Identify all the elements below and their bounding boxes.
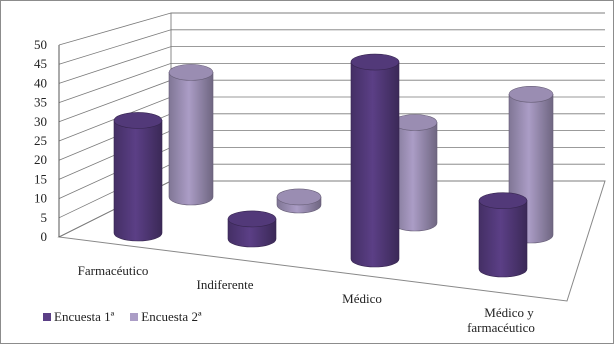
y-tick-label: 45	[34, 56, 47, 71]
legend-item-series-2: Encuesta 2ª	[130, 309, 202, 325]
y-tick-label: 10	[34, 191, 47, 206]
bar-top	[227, 210, 277, 228]
y-axis: 0 5 10 15 20 25 30 35 40 45 50	[34, 37, 60, 244]
bar-2-2	[276, 188, 322, 214]
chart-legend: Encuesta 1ª Encuesta 2ª	[43, 309, 202, 325]
y-tick-label: 25	[34, 133, 47, 148]
x-category-label: Indiferente	[196, 277, 253, 292]
bar-top	[168, 64, 214, 81]
y-tick-label: 20	[34, 152, 47, 167]
y-tick-label: 50	[34, 37, 47, 52]
bar-2-1	[168, 64, 214, 206]
legend-label-series-2: Encuesta 2ª	[141, 309, 202, 324]
gridline	[58, 63, 605, 103]
bar-top	[478, 192, 528, 209]
x-category-label: Médico	[342, 291, 382, 306]
y-tick-label: 35	[34, 95, 47, 110]
bar-1-4	[478, 192, 528, 278]
legend-swatch-series-1	[43, 313, 51, 321]
gridline	[58, 29, 605, 65]
bar-top	[392, 114, 438, 131]
bar-body	[168, 72, 214, 206]
bar-top	[350, 53, 400, 71]
x-axis: Farmacéutico Indiferente Médico Médico yfar…	[78, 263, 535, 335]
bar-1-2	[227, 210, 277, 248]
y-tick-label: 30	[34, 114, 47, 129]
y-tick-label: 0	[41, 229, 48, 244]
y-tick-label: 40	[34, 75, 47, 90]
x-category-label: Farmacéutico	[78, 263, 149, 278]
bar-body	[113, 120, 163, 242]
bar-2-3	[392, 114, 438, 232]
chart-bars	[113, 53, 554, 278]
bar-1-3	[350, 53, 400, 268]
legend-label-series-1: Encuesta 1ª	[54, 309, 115, 324]
bar-1-1	[113, 112, 163, 242]
legend-item-series-1: Encuesta 1ª	[43, 309, 114, 325]
gridline	[58, 46, 605, 84]
bar-top	[113, 112, 163, 129]
legend-swatch-series-2	[130, 313, 139, 321]
bar-top	[276, 188, 322, 206]
y-tick-label: 15	[34, 171, 47, 186]
bar-top	[508, 86, 554, 103]
bar-body	[392, 122, 438, 232]
bar-body	[478, 200, 528, 278]
x-category-label: Médico y	[484, 305, 534, 320]
gridline	[58, 12, 605, 46]
x-category-label: farmacéutico	[467, 320, 535, 335]
y-tick-label: 5	[41, 210, 48, 225]
bar-body	[350, 61, 400, 268]
